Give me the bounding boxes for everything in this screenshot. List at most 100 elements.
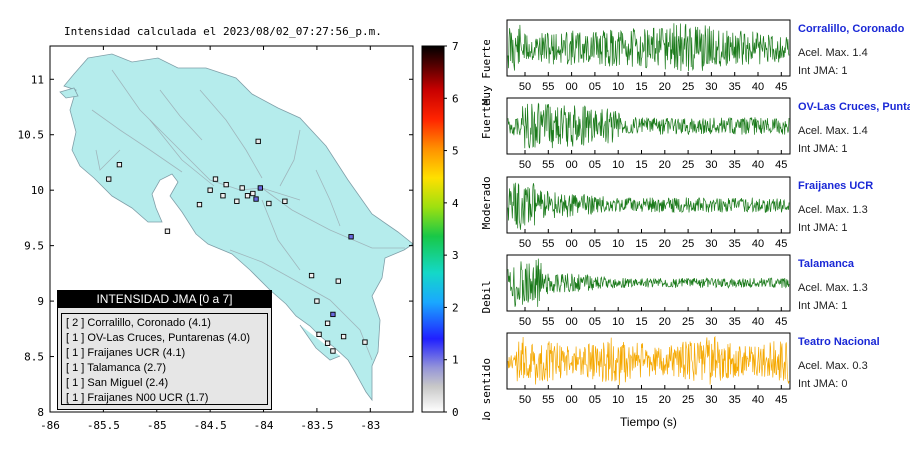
station-name: Talamanca — [798, 258, 855, 270]
colorbar-gradient — [421, 45, 445, 413]
waveform-tick-label: 30 — [705, 159, 717, 171]
waveform-trace — [507, 335, 790, 386]
waveform-trace — [507, 102, 790, 149]
waveform-tick-label: 00 — [565, 394, 577, 406]
waveform-tick-label: 05 — [589, 238, 601, 250]
station-marker — [239, 185, 245, 191]
y-tick-label: 11 — [31, 73, 44, 86]
waveform-tick-label: 30 — [705, 316, 717, 328]
waveform-tick-label: 30 — [705, 81, 717, 93]
waveform-tick-label: 35 — [729, 316, 741, 328]
road-line — [279, 129, 301, 187]
station-marker — [266, 200, 272, 207]
waveform-tick-label: 40 — [752, 394, 764, 406]
legend-title: INTENSIDAD JMA [0 a 7] — [58, 291, 271, 308]
station-marker — [340, 333, 347, 340]
waveform-tick-label: 05 — [589, 316, 601, 328]
colorbar-category-label: No sentido — [480, 358, 493, 420]
legend-item: [ 1 ] San Miguel (2.4) — [66, 377, 169, 389]
waveform-tick-label: 25 — [682, 81, 694, 93]
station-marker — [282, 198, 288, 204]
station-marker — [308, 272, 315, 279]
waveform-tick-label: 35 — [729, 81, 741, 93]
waveform-tick-label: 55 — [542, 81, 554, 93]
waveform-panel — [506, 97, 791, 155]
station-marker — [324, 320, 331, 326]
road-line — [91, 109, 183, 173]
waveform-tick-label: 10 — [612, 81, 624, 93]
station-marker — [348, 234, 354, 240]
waveform-tick-label: 40 — [752, 159, 764, 171]
x-tick-label: -86 — [40, 419, 60, 432]
waveform-tick-label: 40 — [752, 81, 764, 93]
colorbar-tick: 7 — [452, 40, 459, 53]
waveform-tick-label: 15 — [635, 316, 647, 328]
colorbar-category-label: Muy Fuerte — [480, 40, 493, 105]
station-marker — [220, 193, 226, 199]
colorbar-category-label: Moderado — [480, 176, 493, 229]
waveform-tick-label: 40 — [752, 316, 764, 328]
station-jma: Int JMA: 1 — [798, 222, 848, 234]
waveform-tick-label: 35 — [729, 238, 741, 250]
station-marker — [324, 340, 331, 346]
station-marker — [362, 339, 368, 345]
waveform-tick-label: 05 — [589, 159, 601, 171]
station-marker — [257, 185, 263, 191]
x-tick-label: -85.5 — [87, 419, 120, 432]
station-jma: Int JMA: 1 — [798, 300, 848, 312]
waveform-trace — [507, 258, 790, 307]
waveform-tick-label: 50 — [519, 81, 531, 93]
waveform-tick-label: 20 — [659, 316, 671, 328]
road-line — [199, 89, 263, 179]
station-marker — [207, 187, 213, 193]
waveform-tick-label: 50 — [519, 238, 531, 250]
map-frame — [49, 45, 414, 413]
waveform-tick-label: 55 — [542, 394, 554, 406]
station-marker — [255, 138, 261, 145]
station-accel: Acel. Max. 1.3 — [798, 282, 868, 294]
station-marker — [316, 331, 322, 338]
waveform-tick-label: 45 — [775, 316, 787, 328]
colorbar-category-label: Debil — [480, 280, 493, 313]
waveform-tick-label: 25 — [682, 394, 694, 406]
colorbar-tick: 5 — [452, 145, 459, 158]
station-marker — [234, 198, 240, 204]
waveform-trace — [507, 182, 790, 230]
station-marker — [330, 311, 336, 318]
waveform-tick-label: 35 — [729, 394, 741, 406]
colorbar-tick: 2 — [452, 301, 459, 314]
station-marker — [164, 228, 171, 234]
road-line — [159, 89, 203, 141]
legend-item: [ 2 ] Corralillo, Coronado (4.1) — [66, 317, 211, 329]
waveform-tick-label: 10 — [612, 238, 624, 250]
station-accel: Acel. Max. 1.3 — [798, 204, 868, 216]
waveform-trace — [507, 23, 790, 72]
station-accel: Acel. Max. 0.3 — [798, 360, 868, 372]
colorbar: 0 1 2 3 4 5 6 7 No sentido Debil Moderado FuerteMuy… — [421, 40, 493, 420]
road-line — [149, 119, 215, 187]
station-accel: Acel. Max. 1.4 — [798, 125, 868, 137]
waveform-tick-label: 55 — [542, 316, 554, 328]
waveform-tick-label: 55 — [542, 159, 554, 171]
waveform-xlabel: Tiempo (s) — [620, 415, 677, 429]
colorbar-tick: 4 — [452, 197, 459, 210]
y-tick-label: 10 — [31, 184, 44, 197]
station-name: Teatro Nacional — [798, 336, 880, 348]
colorbar-tick: 3 — [452, 249, 459, 262]
waveform-tick-label: 05 — [589, 81, 601, 93]
station-name: Fraijanes UCR — [798, 180, 873, 192]
waveform-panels: 50 55 00 05 10 15 20 25 30 35 40 45 Corralillo, Coro… — [506, 19, 910, 406]
y-tick-label: 9.5 — [24, 240, 44, 253]
y-tick-label: 10.5 — [18, 129, 45, 142]
waveform-tick-label: 25 — [682, 238, 694, 250]
waveform-tick-label: 40 — [752, 238, 764, 250]
waveform-tick-label: 10 — [612, 394, 624, 406]
waveform-tick-label: 00 — [565, 81, 577, 93]
station-jma: Int JMA: 0 — [798, 378, 848, 390]
waveform-tick-label: 15 — [635, 238, 647, 250]
waveform-tick-label: 15 — [635, 81, 647, 93]
colorbar-category-label: Fuerte — [480, 99, 493, 139]
y-tick-label: 8.5 — [24, 351, 44, 364]
waveform-tick-label: 10 — [612, 316, 624, 328]
